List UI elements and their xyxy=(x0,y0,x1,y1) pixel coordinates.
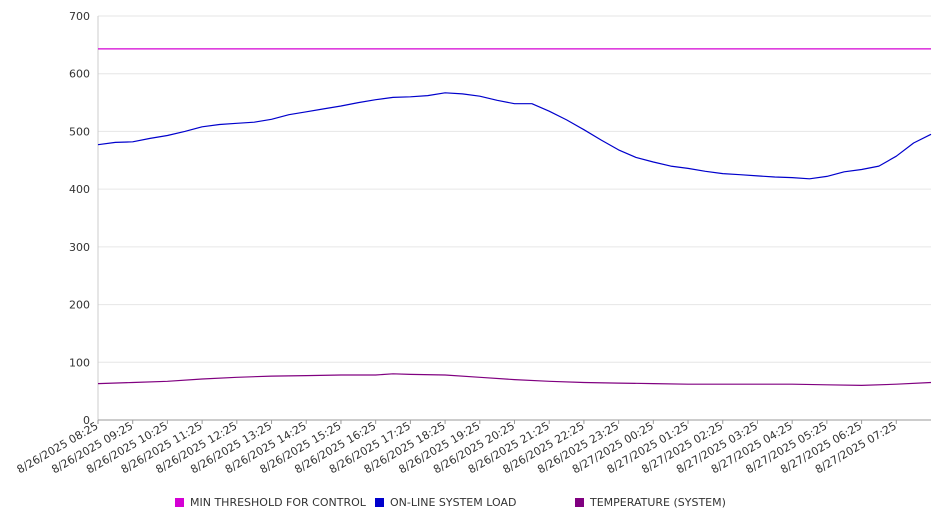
legend-label-temperature: TEMPERATURE (SYSTEM) xyxy=(590,496,726,509)
legend-swatch-temperature xyxy=(575,498,584,507)
legend-swatch-min-threshold xyxy=(175,498,184,507)
legend-item-temperature: TEMPERATURE (SYSTEM) xyxy=(575,496,726,509)
legend-label-system-load: ON-LINE SYSTEM LOAD xyxy=(390,496,517,509)
y-tick-label: 300 xyxy=(69,241,90,254)
y-tick-label: 200 xyxy=(69,299,90,312)
legend: MIN THRESHOLD FOR CONTROL ON-LINE SYSTEM… xyxy=(0,496,946,516)
legend-label-min-threshold: MIN THRESHOLD FOR CONTROL xyxy=(190,496,366,509)
legend-item-system-load: ON-LINE SYSTEM LOAD xyxy=(375,496,516,509)
series-line-on-line-system-load xyxy=(97,92,932,180)
y-tick-label: 400 xyxy=(69,183,90,196)
series-layer xyxy=(97,48,932,386)
y-tick-label: 600 xyxy=(69,68,90,81)
axes xyxy=(97,16,931,424)
series-line-temperature-system xyxy=(97,373,932,386)
y-tick-label: 0 xyxy=(83,414,90,427)
legend-swatch-system-load xyxy=(375,498,384,507)
y-tick-label: 100 xyxy=(69,356,90,369)
y-tick-label: 500 xyxy=(69,125,90,138)
grid-lines xyxy=(98,15,931,363)
y-tick-label: 700 xyxy=(69,10,90,23)
legend-item-min-threshold: MIN THRESHOLD FOR CONTROL xyxy=(175,496,366,509)
